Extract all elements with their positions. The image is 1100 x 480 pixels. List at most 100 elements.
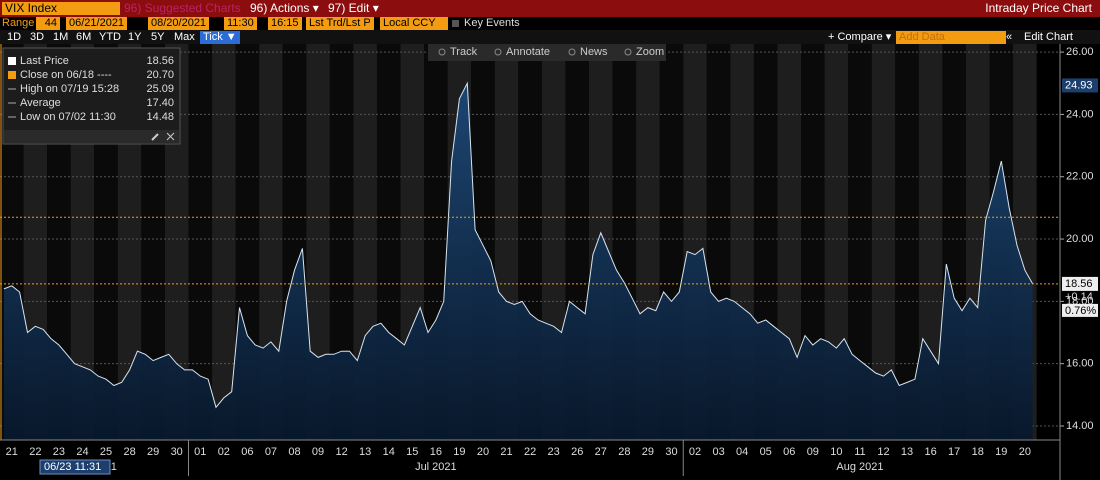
period-button[interactable]: 6M: [76, 31, 92, 43]
legend-box: [2, 47, 181, 145]
close-icon[interactable]: [166, 132, 175, 141]
x-tick-label: 22: [29, 446, 41, 458]
period-button[interactable]: 3D: [30, 31, 45, 43]
period-bar: 1D 3D 1M 6M YTD 1Y 5Y Max Tick ▼ + Compare ▾ Add…: [0, 30, 1100, 44]
start-time[interactable]: 11:30: [224, 17, 257, 30]
x-tick-label: 29: [147, 446, 159, 458]
x-tick-label: 29: [642, 446, 654, 458]
chart: 14.0016.0018.0020.0022.0024.0026.0024.93…: [0, 44, 1098, 480]
start-date[interactable]: 06/21/2021: [66, 17, 128, 30]
cursor-date: 06/23 11:31: [44, 461, 101, 473]
x-tick-label: 09: [312, 446, 324, 458]
period-button[interactable]: 1D: [7, 31, 22, 43]
x-tick-label: 03: [712, 446, 724, 458]
suggested[interactable]: 96) Suggested Charts: [124, 1, 241, 15]
edit[interactable]: 97) Edit ▾: [328, 1, 379, 15]
period-button[interactable]: Max: [174, 31, 195, 43]
mode[interactable]: Lst Trd/Lst P: [306, 17, 374, 30]
legend-swatch: [8, 57, 16, 65]
legend-label: Last Price: [20, 55, 69, 67]
pct-box: [1062, 303, 1098, 317]
x-tick-label: 14: [383, 446, 395, 458]
x-tick-label: 19: [453, 446, 465, 458]
legend-label: High on 07/19 15:28: [20, 83, 119, 95]
tool-button[interactable]: Track: [450, 46, 478, 58]
x-tick-label: 30: [665, 446, 677, 458]
x-tick-label: 05: [760, 446, 772, 458]
x-tick-label: 12: [335, 446, 347, 458]
actions[interactable]: 96) Actions ▾: [250, 1, 319, 15]
tool-icon: [438, 48, 446, 56]
tool-button[interactable]: Zoom: [636, 46, 664, 58]
pin-icon[interactable]: [151, 133, 159, 141]
day-stripe: [259, 44, 283, 440]
period-button[interactable]: Tick ▼: [200, 31, 240, 44]
price-line: [3, 81, 1034, 409]
title-bar: VIX Index 96) Suggested Charts 96) Actio…: [0, 0, 1100, 17]
key-events[interactable]: Key Events: [464, 17, 520, 29]
change-pct: 0.76%: [1065, 305, 1096, 317]
day-stripe: [848, 44, 872, 440]
day-stripe: [212, 44, 236, 440]
day-stripe: [895, 44, 919, 440]
checkbox[interactable]: [452, 20, 459, 27]
y-tick-label: 16.00: [1066, 358, 1094, 370]
tool-button[interactable]: Annotate: [506, 46, 550, 58]
price-area: [3, 83, 1033, 441]
last-price: 18.56: [1065, 278, 1093, 290]
x-tick-label: 17: [948, 446, 960, 458]
cursor-date-box: [39, 459, 111, 475]
x-tick-label: 28: [123, 446, 135, 458]
x-tick-label: 12: [877, 446, 889, 458]
period-button[interactable]: YTD: [99, 31, 121, 43]
edit-chart[interactable]: Edit Chart: [1024, 31, 1073, 43]
period-button[interactable]: 1Y: [128, 31, 142, 43]
x-tick-label: 08: [288, 446, 300, 458]
x-tick-label: 11: [854, 446, 865, 458]
x-tick-label: 02: [218, 446, 230, 458]
add-data[interactable]: Add Data: [896, 31, 1006, 44]
day-stripe: [306, 44, 330, 440]
x-tick-label: 20: [477, 446, 489, 458]
compare[interactable]: + Compare ▾: [828, 31, 892, 43]
x-tick-label: 18: [972, 446, 984, 458]
x-tick-label: 28: [618, 446, 630, 458]
range-count[interactable]: 44: [36, 17, 60, 30]
legend-footer: [4, 130, 179, 143]
x-tick-label: 27: [595, 446, 607, 458]
tool-button[interactable]: News: [580, 46, 608, 58]
period-button[interactable]: 5Y: [151, 31, 165, 43]
legend-value: 25.09: [146, 83, 174, 95]
tool-bar: [428, 44, 666, 61]
y-tick-label: 26.00: [1066, 46, 1094, 58]
x-tick-label: 23: [53, 446, 65, 458]
day-stripe: [329, 44, 354, 440]
x-tick-label: 30: [171, 446, 183, 458]
x-tick-label: 09: [807, 446, 819, 458]
currency[interactable]: Local CCY: [380, 17, 448, 30]
x-tick-label: 20: [1019, 446, 1031, 458]
x-tick-label: 25: [100, 446, 112, 458]
month-label: Aug 2021: [836, 461, 883, 473]
cursor-price: 24.93: [1065, 79, 1093, 91]
ticker[interactable]: VIX Index: [2, 2, 120, 15]
collapse[interactable]: «: [1006, 31, 1013, 43]
end-time[interactable]: 16:15: [268, 17, 302, 30]
x-tick-label: 13: [901, 446, 913, 458]
legend-label: Low on 07/02 11:30: [20, 111, 116, 123]
x-tick-label: 16: [430, 446, 442, 458]
legend-label: Close on 06/18 ----: [20, 69, 112, 81]
x-tick-label: 02: [689, 446, 701, 458]
period-button[interactable]: 1M: [53, 31, 69, 43]
end-date[interactable]: 08/20/2021: [148, 17, 210, 30]
change: +0.14: [1065, 291, 1093, 303]
y-tick-label: 22.00: [1066, 171, 1094, 183]
x-tick-label: 10: [830, 446, 842, 458]
month-label: Jul 2021: [415, 461, 457, 473]
y-tick-label: 14.00: [1066, 420, 1094, 432]
range-bar: Range 44 06/21/2021 08/20/2021 11:30 16:…: [0, 17, 1100, 30]
last-price-box: [1062, 276, 1098, 291]
day-stripe: [188, 44, 213, 440]
tool-icon: [568, 48, 576, 56]
